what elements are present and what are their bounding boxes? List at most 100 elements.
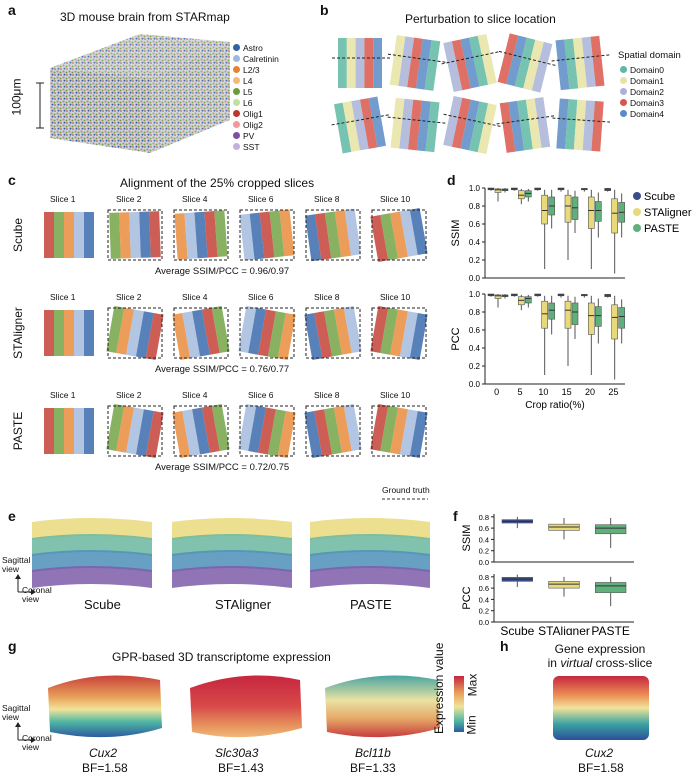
slice-band — [64, 212, 74, 258]
slice-band — [333, 307, 352, 355]
d-ytick-label: 0.4 — [469, 238, 481, 247]
slice-band — [238, 404, 257, 452]
slice-band — [380, 405, 399, 453]
slice-band — [64, 310, 74, 356]
slice-band — [211, 306, 230, 354]
slice-band — [564, 38, 579, 90]
d-STAligner-box — [494, 188, 502, 193]
slice-bands — [304, 306, 362, 360]
d-ytick-label: 0.2 — [469, 256, 481, 265]
slice-band — [174, 213, 188, 260]
panel-b-legend-item: Domain1 — [620, 75, 664, 86]
slice-label: Slice 8 — [314, 194, 340, 204]
slice-band — [508, 100, 525, 152]
d-legend-swatch — [633, 208, 641, 216]
panel-b-slices — [331, 33, 610, 155]
panel-g-coronal: Coronal view — [22, 733, 52, 752]
slice-band — [477, 33, 497, 85]
slice-band — [44, 408, 54, 454]
panel-b-legend-item: Domain4 — [620, 108, 664, 119]
slice-bands — [305, 208, 361, 262]
slice-band — [443, 95, 463, 147]
f-PASTE-box — [595, 582, 627, 593]
e-layer — [172, 550, 292, 572]
slice-band — [239, 213, 255, 261]
colorbar-min: Min — [464, 715, 479, 735]
slice-band — [304, 312, 323, 360]
slice-image — [370, 306, 428, 360]
panel-h-label: h — [500, 638, 509, 654]
d-ytick-label: 0.0 — [469, 274, 481, 283]
slice-band — [145, 312, 164, 360]
d-xtick-label: 15 — [562, 387, 572, 397]
panel-h-title-line1: Gene expression — [554, 642, 646, 656]
panel-b-legend-swatch — [620, 110, 627, 117]
slice-band — [214, 210, 228, 257]
slice-band — [201, 307, 220, 355]
slice-band — [415, 38, 432, 90]
panel-b-legend-swatch — [620, 77, 627, 84]
f-ytick-label: 0.2 — [479, 607, 489, 616]
slice-band — [390, 97, 405, 149]
slice-band — [451, 39, 471, 91]
slice-label: Slice 1 — [50, 194, 76, 204]
panel-b-legend-item: Domain0 — [620, 64, 664, 75]
slice-band — [238, 306, 257, 354]
slice-band — [370, 404, 389, 452]
d-legend-label: PASTE — [644, 223, 679, 235]
panel-b-legend-label: Domain2 — [630, 86, 665, 97]
d-legend-label: Scube — [644, 191, 675, 203]
slice-band — [279, 209, 295, 257]
slice-outline — [305, 209, 361, 261]
slice-label: Slice 4 — [182, 390, 208, 400]
slice-band — [135, 409, 154, 457]
bf-cux2: BF=1.58 — [82, 761, 128, 775]
slice-label: Slice 10 — [380, 194, 411, 204]
d-legend-label: STAligner — [644, 207, 692, 219]
slice-band — [44, 212, 54, 258]
slice-band — [106, 404, 125, 452]
panel-a-legend-label: L6 — [243, 97, 253, 108]
slice-band — [248, 405, 267, 453]
f-ytick-label: 0.0 — [479, 558, 489, 567]
slice-band — [359, 98, 378, 149]
slice-band — [399, 209, 418, 257]
panel-a-legend-label: Calretinin — [243, 53, 279, 64]
f-ytick-label: 0.0 — [479, 618, 489, 627]
f-PASTE-box — [595, 524, 627, 535]
slice-band — [477, 103, 497, 155]
slice-image — [304, 306, 362, 360]
slice-band — [398, 36, 415, 88]
slice-band — [109, 212, 121, 259]
d-xtick-label: 0 — [494, 387, 499, 397]
d-ylabel: PCC — [450, 327, 462, 350]
slice-band — [84, 310, 94, 356]
d-xtick-label: 10 — [538, 387, 548, 397]
slice-band — [145, 410, 164, 458]
slice-bands — [304, 404, 362, 458]
slice-band — [582, 100, 595, 151]
slice-band — [314, 311, 333, 359]
slice-band — [324, 407, 342, 455]
slice-bands — [239, 209, 295, 261]
slice-band — [267, 409, 286, 457]
slice-glyph — [332, 38, 390, 88]
f-ylabel: PCC — [461, 586, 473, 609]
panel-e-sagittal: Sagittal view — [2, 555, 31, 574]
d-xtick-label: 5 — [517, 387, 522, 397]
f-ytick-label: 0.8 — [479, 513, 489, 522]
slice-band — [525, 98, 542, 150]
slice-outline — [305, 307, 361, 359]
slice-bands — [172, 306, 230, 360]
slice-glyph — [552, 98, 610, 152]
panel-a-legend-swatch — [233, 88, 240, 95]
panel-b-legend-title: Spatial domain — [618, 50, 681, 61]
panel-b-legend-label: Domain3 — [630, 97, 665, 108]
panel-a-legend-label: L5 — [243, 86, 253, 97]
slice-band — [126, 407, 144, 455]
panel-a-legend-swatch — [233, 110, 240, 117]
slice-band — [129, 211, 141, 259]
slice-band — [342, 101, 361, 152]
slice-label: Slice 6 — [248, 292, 274, 302]
panel-a-legend-label: Olig1 — [243, 108, 263, 119]
